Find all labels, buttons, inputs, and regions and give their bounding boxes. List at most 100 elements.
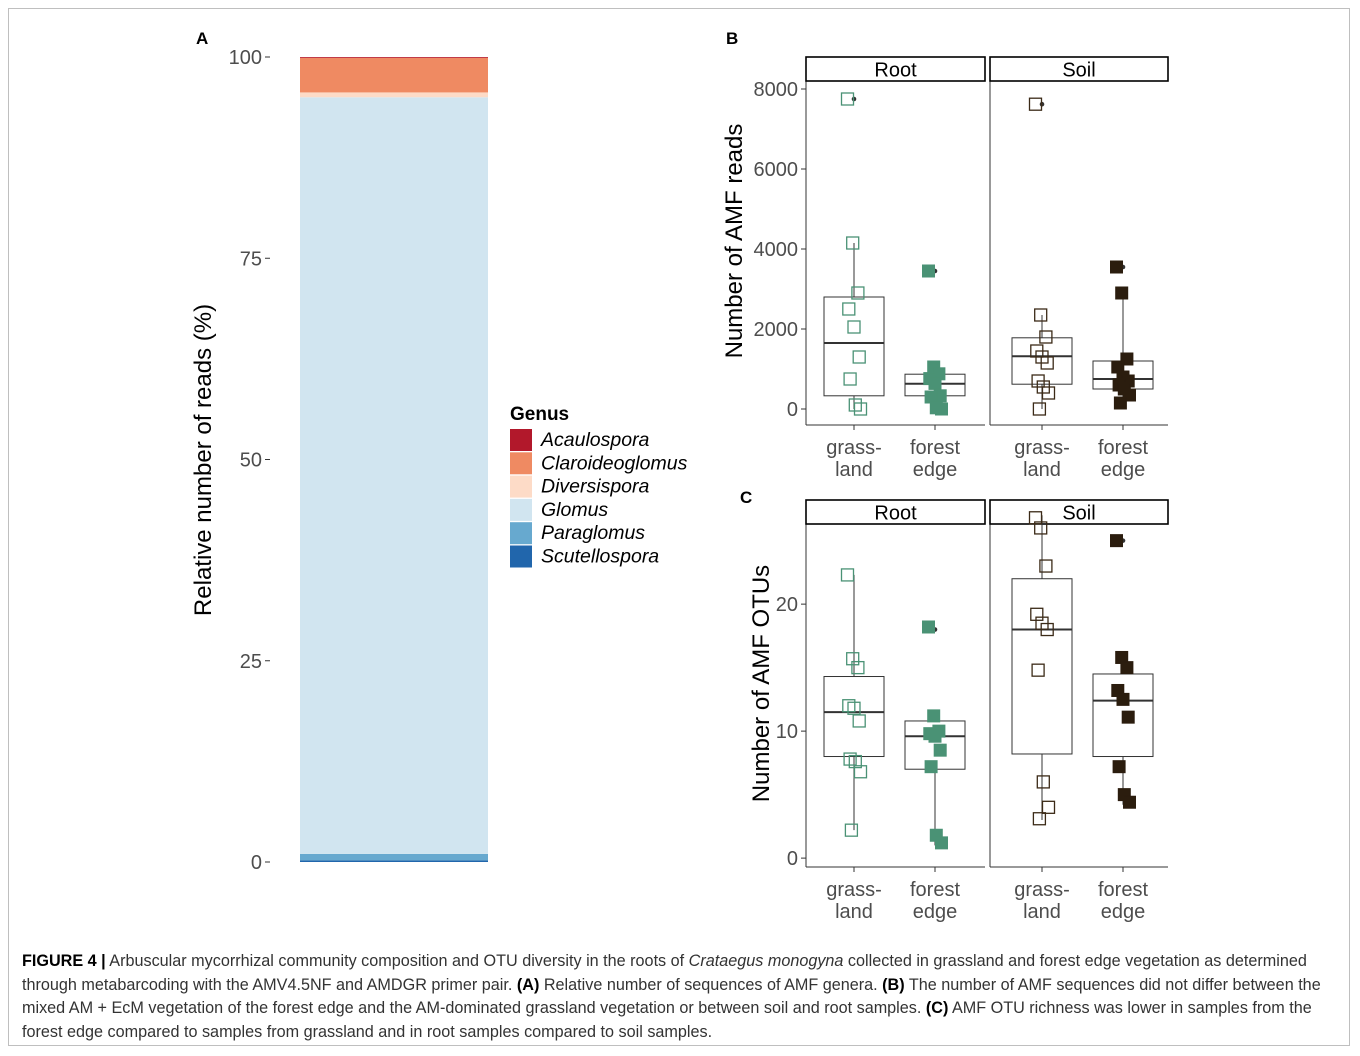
- a-y-axis-label: Relative number of reads (%): [190, 304, 217, 616]
- box-iqr: [823, 296, 885, 397]
- caption-c-text: AMF OTU richness was lower in samples fr…: [22, 999, 1312, 1041]
- data-point: [1032, 402, 1047, 416]
- a-y-tick-label: 100: [229, 47, 262, 69]
- facet-strip: [989, 56, 1169, 82]
- legend-label-acaulospora: Acaulospora: [540, 429, 650, 451]
- data-point: [1040, 356, 1054, 370]
- legend-title: Genus: [510, 404, 569, 425]
- panel-b-letter: B: [726, 29, 738, 48]
- data-point: [846, 652, 860, 666]
- x-tick-label: land: [1023, 459, 1061, 481]
- legend-key-paraglomus: [510, 522, 532, 545]
- panel-c-letter: C: [740, 488, 752, 507]
- facet-strip-label: Root: [874, 503, 917, 525]
- data-point: [933, 743, 947, 757]
- data-point: [1041, 800, 1056, 814]
- facet-strip: [989, 499, 1169, 525]
- x-tick-label: land: [835, 459, 873, 481]
- data-point: [924, 760, 938, 774]
- data-point: [1031, 663, 1045, 677]
- data-point: [1116, 692, 1130, 706]
- y-tick-label: 4000: [754, 239, 799, 261]
- data-point: [928, 729, 942, 743]
- caption-text-1: Arbuscular mycorrhizal community composi…: [105, 952, 689, 970]
- x-tick-label: edge: [1101, 459, 1146, 481]
- y-tick-label: 0: [787, 848, 798, 870]
- x-tick-label: land: [1023, 901, 1061, 923]
- data-point: [1036, 775, 1050, 789]
- legend-label-scutellospora: Scutellospora: [541, 546, 659, 568]
- data-point: [1040, 622, 1054, 637]
- caption-a-text: Relative number of sequences of AMF gene…: [539, 975, 883, 994]
- figure-frame: [8, 8, 1350, 1046]
- y-axis-label: Number of AMF OTUs: [748, 565, 775, 802]
- facet-strip: [805, 56, 986, 82]
- x-tick-label: edge: [1101, 901, 1146, 923]
- data-point: [851, 660, 865, 675]
- data-point: [928, 376, 942, 390]
- legend-label-claroideoglomus: Claroideoglomus: [541, 452, 688, 474]
- y-tick-label: 20: [776, 594, 798, 616]
- legend-key-glomus: [510, 498, 532, 521]
- bar-segment-acaulospora: [300, 57, 488, 58]
- data-point: [847, 701, 861, 715]
- data-point: [848, 754, 862, 769]
- panel-a-letter: A: [196, 29, 208, 48]
- data-point: [1041, 386, 1056, 400]
- data-point: [922, 620, 935, 634]
- bar-segment-glomus: [300, 97, 488, 854]
- data-point: [844, 823, 859, 837]
- data-point: [842, 302, 856, 316]
- a-y-tick-label: 0: [251, 852, 262, 874]
- y-tick-label: 2000: [754, 319, 799, 341]
- caption-figure-label: FIGURE 4 |: [22, 952, 106, 970]
- bar-segment-paraglomus: [300, 853, 488, 861]
- data-point: [1113, 396, 1127, 410]
- data-point: [853, 765, 868, 779]
- facet-strip-label: Soil: [1062, 60, 1095, 82]
- legend-key-claroideoglomus: [510, 452, 532, 475]
- box-iqr: [1011, 337, 1073, 385]
- data-point: [935, 836, 948, 850]
- legend-label-diversispora: Diversispora: [541, 476, 650, 498]
- legend-key-acaulospora: [510, 429, 532, 451]
- data-point: [935, 402, 948, 416]
- data-point: [851, 286, 865, 300]
- legend-label-paraglomus: Paraglomus: [541, 522, 645, 544]
- data-point: [840, 92, 855, 106]
- x-tick-label: grass-: [1014, 437, 1070, 459]
- data-point: [927, 709, 941, 723]
- data-point: [852, 714, 866, 728]
- x-tick-label: forest: [910, 879, 960, 901]
- data-point: [1120, 661, 1134, 675]
- data-point: [1032, 812, 1047, 826]
- caption-text-2: collected in grassland and forest edge v…: [22, 952, 1307, 994]
- caption-species: Crataegus monogyna: [688, 952, 844, 970]
- data-point: [840, 568, 855, 582]
- data-point: [843, 752, 857, 766]
- a-y-tick-label: 50: [240, 450, 262, 472]
- data-point: [1110, 260, 1123, 274]
- bar-segment-diversispora: [300, 92, 488, 98]
- legend-key-scutellospora: [510, 545, 532, 568]
- panel-b-boxplot: 0 2000 4000 6000 8000 Number of AMF reads Root…: [721, 56, 1169, 481]
- legend-key-diversispora: [510, 475, 532, 498]
- data-point: [1028, 97, 1043, 111]
- data-point: [1123, 795, 1136, 809]
- y-tick-label: 10: [776, 721, 798, 743]
- data-point: [848, 398, 862, 412]
- x-tick-label: edge: [913, 459, 958, 481]
- data-point: [843, 372, 857, 386]
- data-point: [1121, 710, 1135, 724]
- x-tick-label: forest: [1098, 437, 1148, 459]
- legend-label-glomus: Glomus: [541, 499, 608, 521]
- x-tick-label: forest: [1098, 879, 1148, 901]
- data-point: [853, 402, 868, 416]
- data-point: [1030, 607, 1044, 621]
- caption-a-tag: (A): [516, 975, 540, 994]
- x-tick-label: edge: [913, 901, 958, 923]
- bar-segment-scutellospora: [300, 860, 488, 862]
- data-point: [852, 350, 866, 364]
